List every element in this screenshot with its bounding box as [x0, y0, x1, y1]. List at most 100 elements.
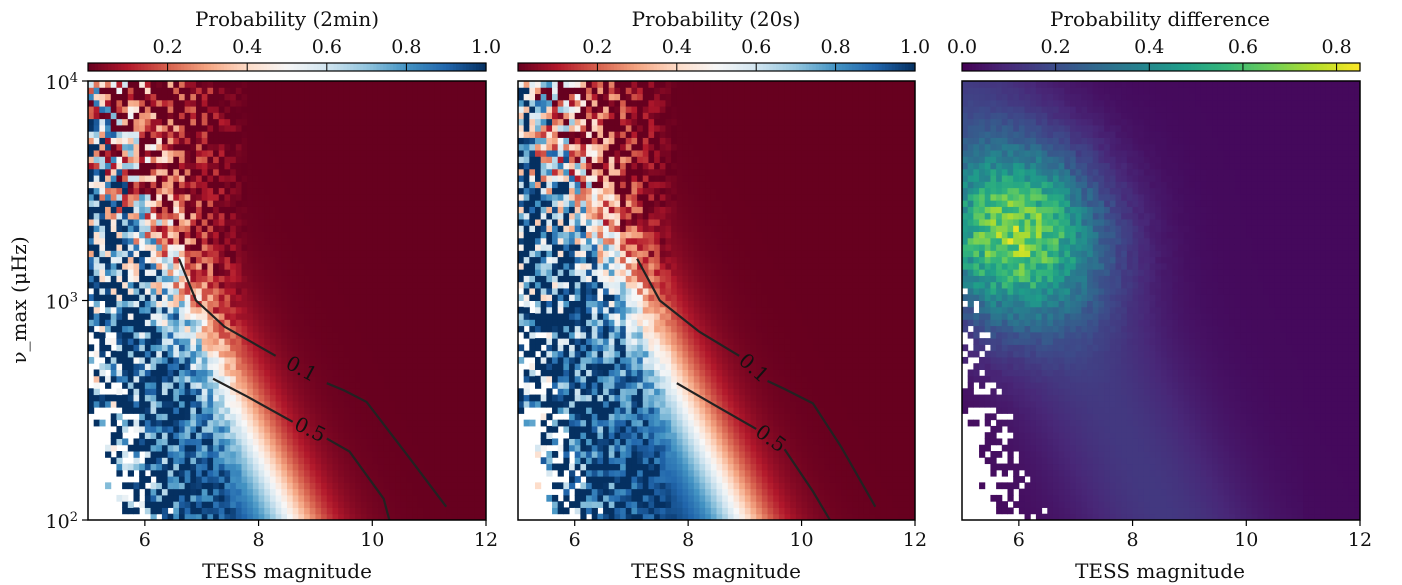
heatmap-cell [252, 237, 260, 245]
heatmap-cell [133, 256, 140, 264]
heatmap-cell [110, 306, 117, 314]
heatmap-cell [309, 344, 316, 352]
heatmap-cell [230, 507, 237, 515]
heatmap-cell [309, 507, 316, 515]
heatmap-cell [281, 175, 288, 182]
heatmap-cell [338, 382, 345, 389]
heatmap-cell [343, 187, 351, 195]
heatmap-cell [463, 118, 470, 126]
heatmap-cell [451, 131, 459, 138]
heatmap-cell [383, 250, 390, 258]
heatmap-cell [196, 287, 203, 295]
heatmap-cell [372, 344, 379, 352]
heatmap-cell [451, 306, 459, 314]
heatmap-cell [480, 212, 487, 220]
heatmap-cell [457, 457, 464, 465]
heatmap-cell [468, 338, 476, 345]
heatmap-cell [446, 212, 453, 220]
heatmap-cell [429, 143, 436, 151]
heatmap-cell [258, 482, 265, 490]
heatmap-cell [304, 118, 311, 126]
heatmap-cell [287, 275, 294, 283]
heatmap-cell [230, 256, 237, 264]
heatmap-cell [139, 206, 146, 214]
heatmap-cell [264, 281, 271, 289]
heatmap-cell [190, 149, 197, 157]
heatmap-cell [304, 87, 311, 95]
heatmap-cell [207, 175, 214, 182]
heatmap-cell [332, 162, 339, 170]
heatmap-cell [196, 400, 203, 408]
heatmap-cell [224, 494, 231, 502]
heatmap-cell [321, 281, 328, 289]
heatmap-cell [105, 149, 112, 157]
heatmap-cell [144, 187, 152, 195]
heatmap-cell [133, 319, 140, 327]
heatmap-cell [326, 200, 333, 207]
heatmap-cell [184, 438, 191, 446]
colorbar-segment [353, 63, 358, 71]
heatmap-cell [110, 419, 117, 427]
heatmap-cell [127, 501, 134, 508]
heatmap-cell [156, 149, 163, 157]
heatmap-cell [207, 212, 214, 220]
heatmap-cell [372, 494, 379, 502]
heatmap-cell [275, 281, 282, 289]
heatmap-cell [110, 313, 117, 320]
heatmap-cell [349, 287, 356, 295]
heatmap-cell [281, 469, 288, 477]
heatmap-cell [264, 331, 271, 339]
heatmap-cell [207, 269, 214, 276]
heatmap-cell [440, 294, 447, 301]
heatmap-cell [429, 419, 436, 427]
heatmap-cell [230, 99, 237, 107]
heatmap-cell [287, 469, 294, 477]
heatmap-cell [372, 256, 379, 264]
heatmap-cell [150, 356, 157, 364]
heatmap-cell [201, 106, 208, 113]
heatmap-cell [457, 501, 464, 508]
heatmap-cell [156, 143, 163, 151]
heatmap-cell [144, 451, 152, 458]
heatmap-cell [440, 212, 447, 220]
heatmap-cell [360, 432, 368, 439]
heatmap-cell [417, 294, 424, 301]
heatmap-cell [395, 375, 402, 383]
heatmap-cell [434, 507, 442, 515]
heatmap-cell [463, 212, 470, 220]
colorbar-segment [293, 63, 298, 71]
heatmap-cell [451, 287, 459, 295]
heatmap-cell [201, 488, 208, 496]
heatmap-cell [372, 175, 379, 182]
colorbar-segment [114, 63, 119, 71]
heatmap-cell [468, 400, 476, 408]
heatmap-cell [332, 137, 339, 145]
heatmap-cell [218, 425, 225, 433]
heatmap-cell [241, 200, 248, 207]
heatmap-cell [463, 306, 470, 314]
heatmap-cell [412, 469, 419, 477]
heatmap-cell [173, 407, 180, 414]
heatmap-cell [161, 482, 169, 490]
heatmap-cell [343, 287, 351, 295]
heatmap-cell [463, 256, 470, 264]
heatmap-cell [372, 168, 379, 176]
heatmap-cell [480, 501, 487, 508]
heatmap-cell [349, 149, 356, 157]
heatmap-cell [309, 469, 316, 477]
colorbar-segment [157, 63, 162, 71]
heatmap-cell [468, 363, 476, 370]
heatmap-cell [196, 356, 203, 364]
colorbar-segment [557, 63, 562, 71]
heatmap-cell [440, 93, 447, 101]
heatmap-cell [252, 175, 260, 182]
heatmap-cell [429, 451, 436, 458]
heatmap-cell [184, 501, 191, 508]
heatmap-cell [167, 319, 174, 327]
heatmap-cell [417, 250, 424, 258]
heatmap-cell [366, 331, 373, 339]
heatmap-cell [377, 118, 385, 126]
heatmap-cell [122, 187, 129, 195]
heatmap-cell [360, 331, 368, 339]
heatmap-cell [235, 438, 243, 446]
